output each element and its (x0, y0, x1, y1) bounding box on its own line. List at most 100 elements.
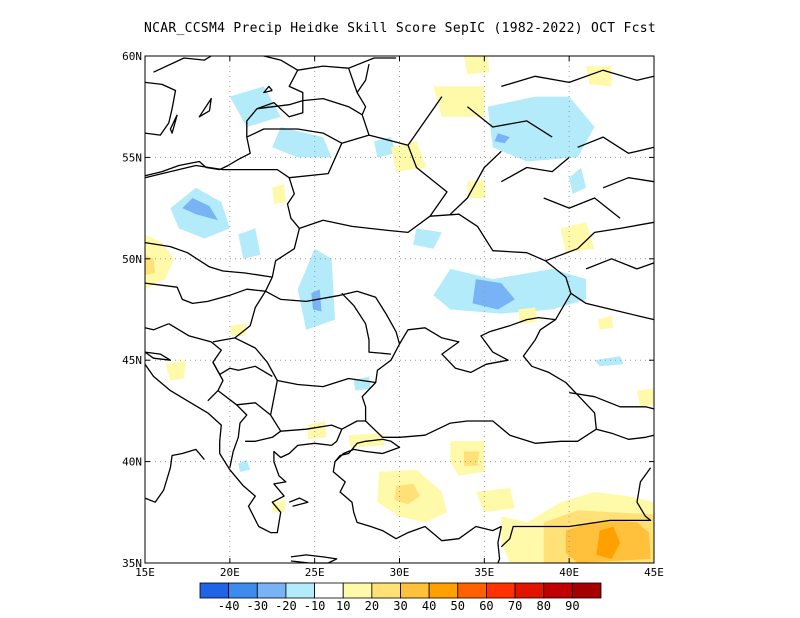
hss-region-5 (297, 248, 335, 330)
axis-ticks: 15E 20E 25E 30E 35E 40E 45E 35N 40N 45N 50N 55N 60N (122, 50, 664, 579)
lon-tick-label: 35E (474, 566, 494, 579)
colorbar-swatch (199, 582, 230, 599)
coastline-13 (290, 554, 338, 564)
hss-region-18 (145, 254, 156, 275)
colorbar-swatch (314, 582, 344, 599)
colorbar-label: -10 (304, 599, 326, 613)
border-32 (602, 177, 655, 189)
colorbar-label: 70 (508, 599, 522, 613)
lon-tick-label: 25E (305, 566, 325, 579)
hss-region-42 (518, 307, 537, 324)
border-10 (341, 292, 392, 355)
country-borders (144, 67, 655, 548)
border-25 (545, 221, 655, 262)
lon-tick-label: 30E (390, 566, 410, 579)
coastlines (144, 55, 597, 564)
border-9 (265, 290, 401, 345)
hss-region-36 (272, 500, 286, 513)
border-16 (217, 390, 248, 468)
coastline-1 (356, 63, 370, 93)
colorbar-swatch (371, 582, 401, 599)
coastline-10 (332, 461, 502, 564)
hss-region-3 (229, 86, 281, 127)
hss-region-17 (145, 234, 174, 290)
hss-region-10 (433, 268, 587, 314)
colorbar-swatch (428, 582, 459, 599)
border-17 (236, 402, 282, 442)
hss-region-29 (307, 421, 327, 440)
border-28 (466, 106, 553, 138)
border-22 (569, 391, 655, 410)
colorbar-label: 80 (536, 599, 550, 613)
colorbar-label: 40 (422, 599, 436, 613)
lat-tick-label: 60N (122, 50, 142, 63)
hss-region-2 (238, 228, 261, 259)
border-6 (347, 67, 367, 116)
hss-region-15 (353, 376, 371, 391)
colorbar-swatch (514, 582, 545, 599)
hss-region-13 (569, 167, 587, 194)
colorbar-swatch (342, 582, 373, 599)
colorbar-label: 60 (479, 599, 493, 613)
colorbar-swatch (285, 582, 315, 599)
border-19 (280, 424, 343, 446)
hss-region-14 (594, 356, 624, 367)
border-30 (501, 69, 655, 88)
colorbar-label: -40 (218, 599, 240, 613)
hss-region-27 (165, 360, 186, 381)
coastline-0 (263, 55, 397, 71)
hss-region-20 (433, 86, 485, 117)
hss-region-6 (311, 289, 322, 312)
border-20 (341, 420, 366, 430)
border-0 (144, 241, 273, 278)
coastline-12 (288, 497, 309, 507)
coastline-4 (169, 114, 178, 134)
lon-tick-label: 40E (559, 566, 579, 579)
colorbar-label: 20 (365, 599, 379, 613)
skill-score-fill-layer (145, 56, 654, 563)
border-14 (212, 337, 236, 343)
lat-tick-label: 50N (122, 253, 142, 266)
border-2 (271, 177, 301, 278)
hss-region-40 (596, 526, 621, 559)
coastline-2 (144, 69, 304, 177)
hss-region-4 (272, 127, 332, 158)
colorbar-label: 30 (393, 599, 407, 613)
colorbar-label: 50 (451, 599, 465, 613)
hss-region-9 (494, 133, 510, 144)
coastline-9 (334, 438, 401, 463)
colorbar-swatch (457, 582, 487, 599)
border-3 (144, 134, 370, 179)
hss-region-16 (238, 459, 251, 472)
border-23 (500, 467, 652, 548)
border-34 (585, 258, 655, 270)
coastline-15 (144, 448, 205, 503)
lat-tick-label: 35N (122, 557, 142, 570)
hss-region-35 (475, 488, 515, 513)
colorbar: -40 -30 -20 -10 10 20 30 40 50 60 70 80 90 (199, 582, 602, 613)
lon-tick-label: 45E (644, 566, 664, 579)
border-12 (168, 323, 224, 402)
hss-region-28 (229, 323, 247, 336)
colorbar-swatch (400, 582, 430, 599)
border-1 (144, 276, 273, 305)
border-27 (407, 96, 443, 146)
lat-tick-label: 55N (122, 151, 142, 164)
hss-region-26 (272, 183, 286, 204)
lat-tick-label: 45N (122, 354, 142, 367)
coastline-14 (144, 351, 172, 361)
lat-tick-label: 40N (122, 456, 142, 469)
border-7 (299, 134, 448, 234)
colorbar-label: -30 (246, 599, 268, 613)
colorbar-swatch (571, 582, 602, 599)
colorbar-label: 10 (336, 599, 350, 613)
colorbar-swatch (486, 582, 516, 599)
coastline-11 (144, 363, 332, 534)
colorbar-label: 90 (565, 599, 579, 613)
lon-tick-label: 15E (135, 566, 155, 579)
hss-region-12 (413, 228, 442, 249)
border-33 (500, 156, 570, 183)
hss-region-22 (586, 66, 612, 87)
hss-region-32 (394, 483, 420, 505)
